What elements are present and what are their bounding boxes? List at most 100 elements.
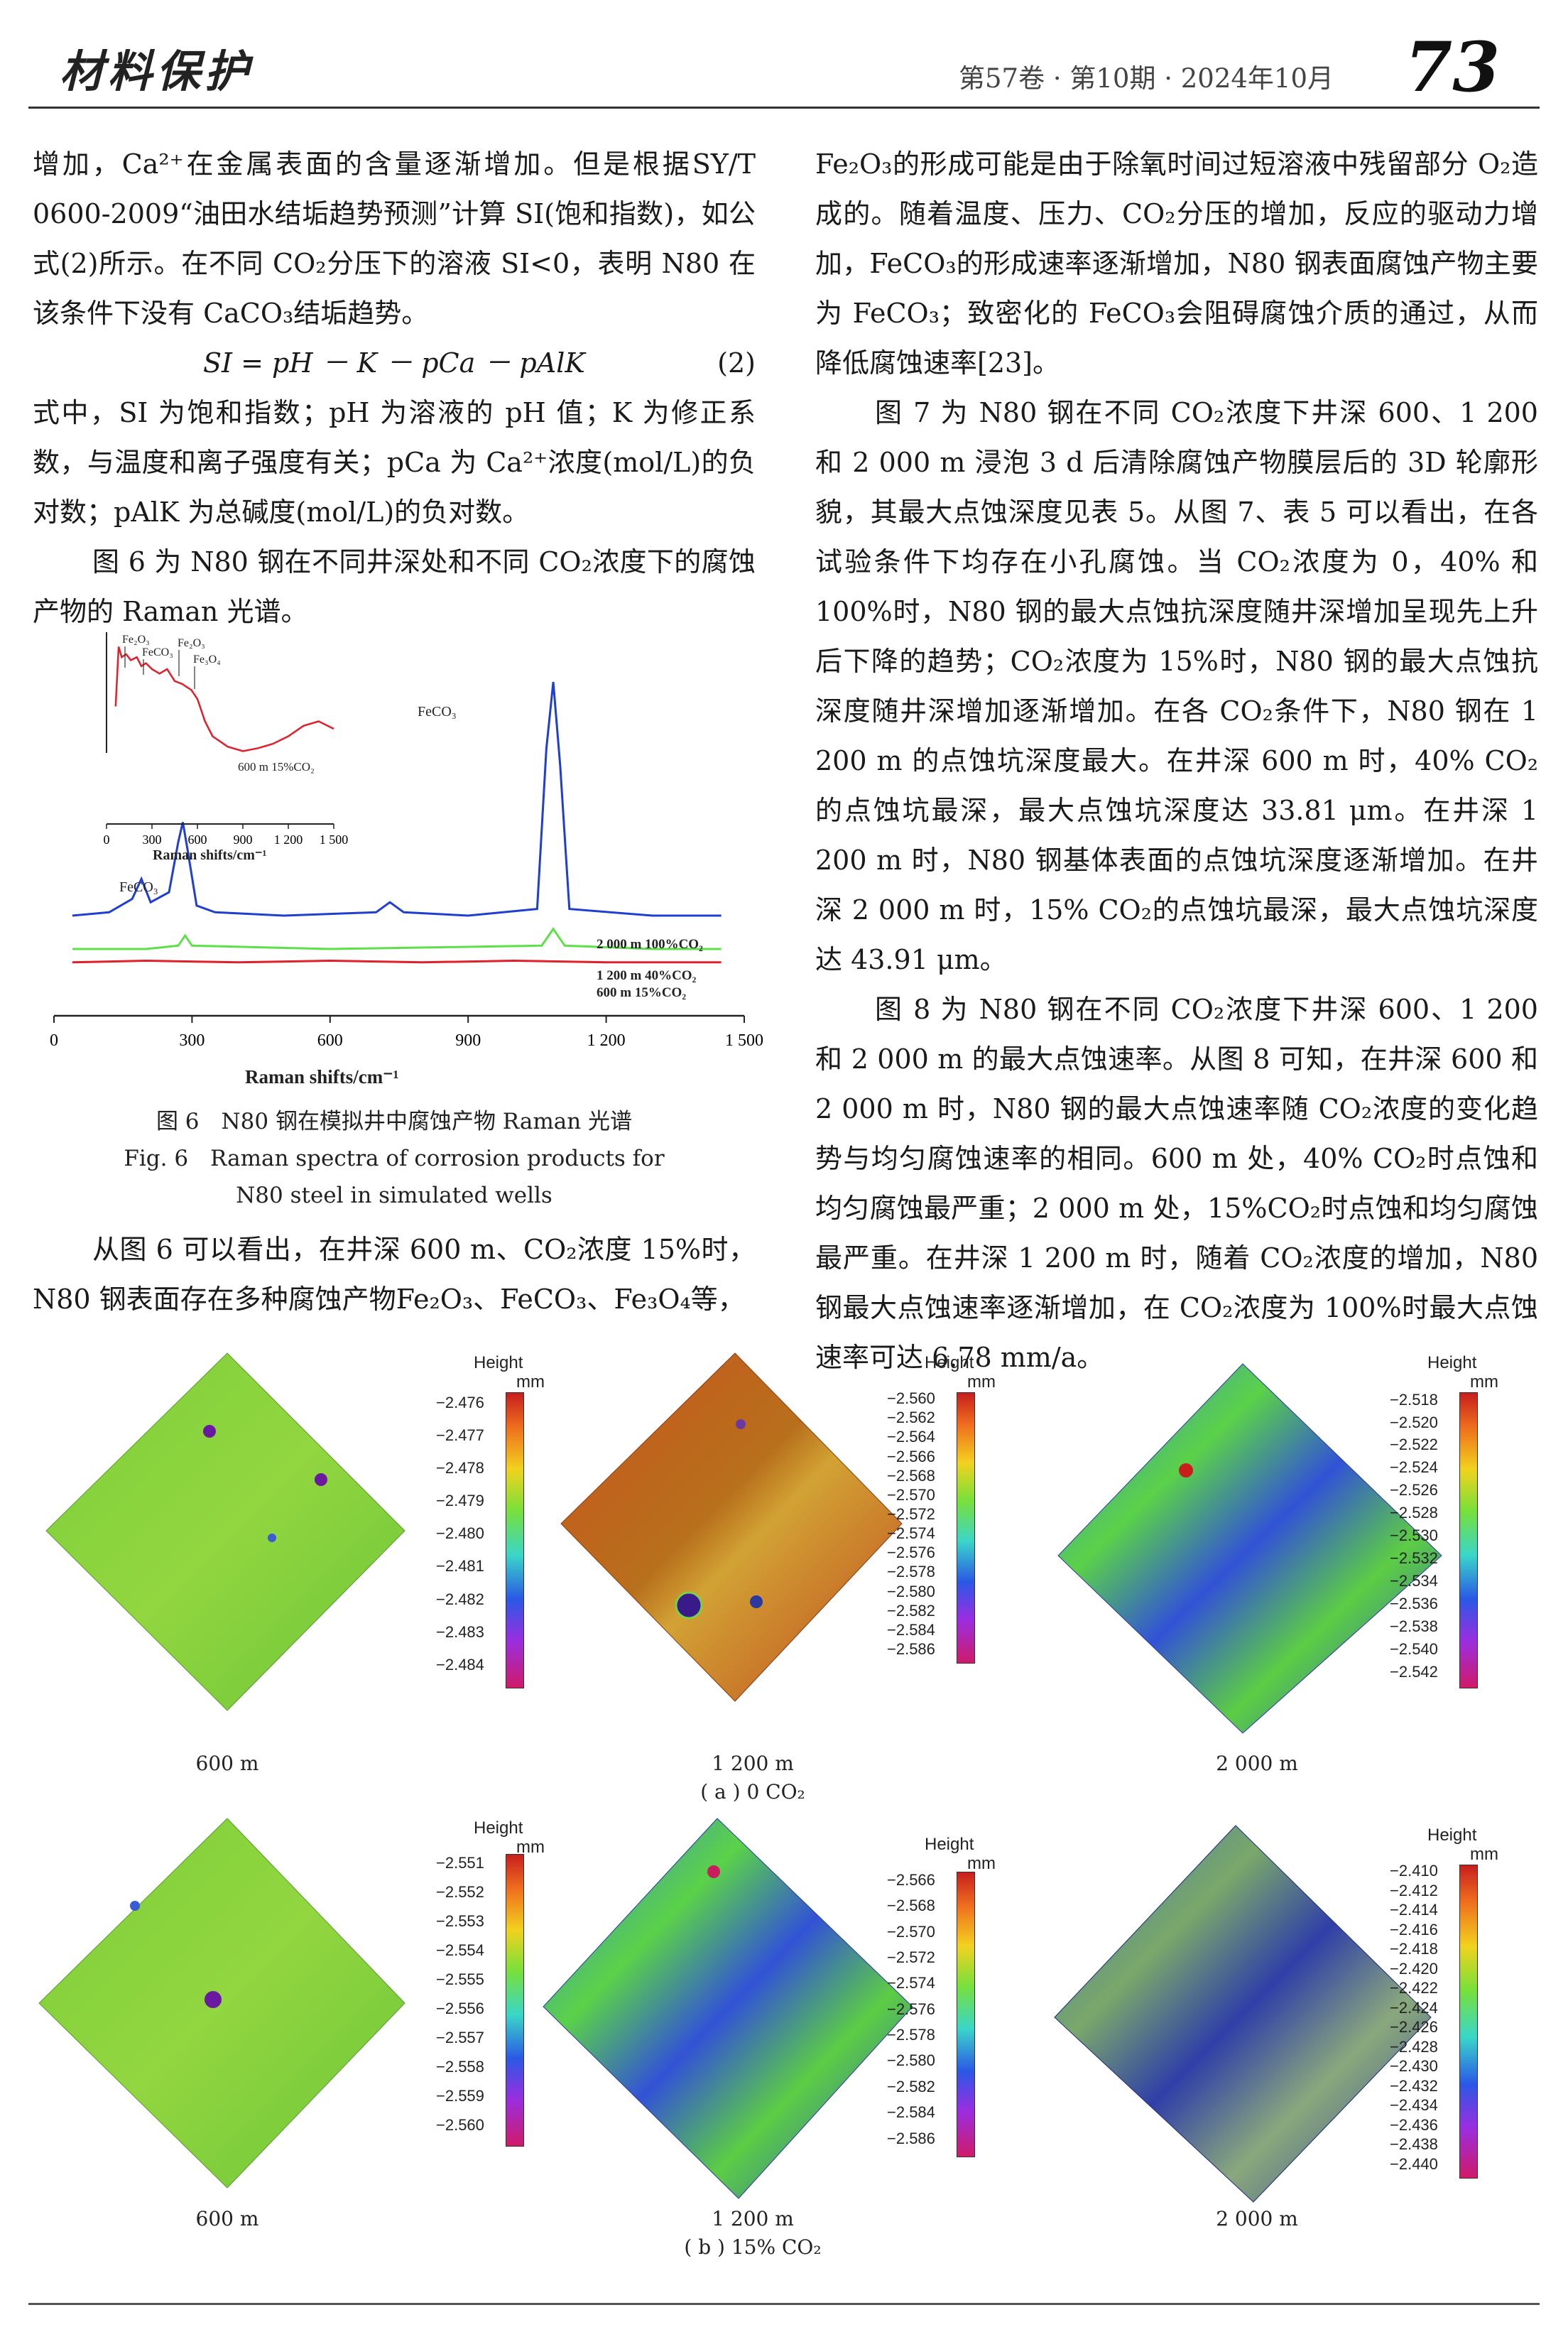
colorbar-tick-label: −2.556: [436, 2000, 484, 2018]
colorbar-ticks: −2.566 −2.568 −2.570 −2.572 −2.574 −2.576 −2.5…: [887, 1871, 954, 2156]
paragraph: Fe₂O₃的形成可能是由于除氧时间过短溶液中残留部分 O₂造成的。随着温度、压力…: [815, 148, 1538, 379]
colorbar-tick-label: −2.536: [1390, 1594, 1438, 1612]
colorbar: [506, 1854, 524, 2147]
equation: SI = pH － K － pCa － pAlK: [203, 347, 585, 379]
colorbar-title: Height mm: [925, 1353, 996, 1392]
paragraph: 式中，SI 为饱和指数；pH 为溶液的 pH 值；K 为修正系数，与温度和离子强…: [33, 397, 756, 528]
colorbar-tick-label: −2.564: [887, 1428, 935, 1446]
colorbar-tick-label: −2.560: [436, 2116, 484, 2135]
paragraph: 图 6 为 N80 钢在不同井深处和不同 CO₂浓度下的腐蚀产物的 Raman …: [33, 546, 756, 627]
colorbar-tick-label: −2.477: [436, 1426, 484, 1444]
inset-x-tick-label: 1 200: [274, 833, 303, 847]
colorbar-tick-label: −2.478: [436, 1459, 484, 1477]
depth-label-1200m-b: 1 200 m: [712, 2207, 794, 2230]
equation-row: SI = pH － K － pCa － pAlK (2): [33, 338, 756, 388]
depth-label-2000m: 2 000 m: [1216, 1752, 1298, 1775]
main-x-tick-label: 0: [50, 1031, 58, 1050]
colorbar-tick-label: −2.578: [887, 1563, 935, 1581]
colorbar-tick-label: −2.582: [887, 1601, 935, 1620]
colorbar-tick-label: −2.560: [887, 1389, 935, 1408]
colorbar-tick-label: −2.566: [887, 1447, 935, 1465]
colorbar-tick-label: −2.436: [1390, 2115, 1438, 2134]
paragraph: 图 7 为 N80 钢在不同 CO₂浓度下井深 600、1 200 和 2 00…: [815, 397, 1538, 975]
colorbar-tick-label: −2.576: [887, 1544, 935, 1562]
row-b-label: ( b ) 15% CO₂: [684, 2235, 822, 2259]
colorbar-tick-label: −2.568: [887, 1466, 935, 1485]
series-line: [72, 681, 722, 917]
colorbar-tick-label: −2.558: [436, 2058, 484, 2076]
colorbar-tick-label: −2.572: [887, 1505, 935, 1523]
colorbar-tick-label: −2.440: [1390, 2154, 1438, 2173]
colorbar-tick-label: −2.576: [887, 2000, 935, 2018]
colorbar-tick-label: −2.582: [887, 2077, 935, 2095]
colorbar-tick-label: −2.522: [1390, 1436, 1438, 1454]
colorbar-ticks: −2.476 −2.477 −2.478 −2.479 −2.480 −2.481 −2.4…: [436, 1392, 503, 1687]
colorbar-tick-label: −2.584: [887, 2103, 935, 2122]
colorbar-tick-label: −2.554: [436, 1941, 484, 1960]
peak-label-feco3-left: FeCO₃: [119, 879, 158, 895]
colorbar-ticks: −2.560 −2.562 −2.564 −2.566 −2.568 −2.570 −2.5…: [887, 1389, 954, 1662]
issue-info: 第57卷 · 第10期 · 2024年10月: [959, 63, 1334, 94]
inset-x-tick-label: 1 500: [320, 833, 349, 847]
colorbar-tick-label: −2.476: [436, 1393, 484, 1411]
colorbar-title: Height mm: [1427, 1353, 1498, 1392]
left-column-top: 增加，Ca²⁺在金属表面的含量逐渐增加。但是根据SY/T 0600-2009“油…: [33, 139, 756, 636]
colorbar-tick-label: −2.434: [1390, 2096, 1438, 2115]
right-column: Fe₂O₃的形成可能是由于除氧时间过短溶液中残留部分 O₂造成的。随着温度、压力…: [815, 139, 1538, 1382]
colorbar: [957, 1872, 975, 2157]
inset-label-fe2o3: Fe₂O₃: [122, 634, 150, 646]
colorbar-tick-label: −2.542: [1390, 1662, 1438, 1681]
main-x-tick-label: 600: [317, 1031, 343, 1050]
colorbar-tick-label: −2.530: [1390, 1526, 1438, 1545]
colorbar-title: Height mm: [474, 1818, 545, 1857]
colorbar-ticks: −2.551 −2.552 −2.553 −2.554 −2.555 −2.556 −2.5…: [436, 1854, 503, 2145]
colorbar: [957, 1392, 975, 1664]
colorbar-tick-label: −2.524: [1390, 1458, 1438, 1477]
surface-15co2-2000m: [1054, 1825, 1432, 2203]
depth-label-600m-b: 600 m: [195, 2207, 259, 2230]
surface-15co2-1200m: [543, 1818, 913, 2199]
colorbar-tick-label: −2.574: [887, 1974, 935, 1992]
figure6-caption: 图 6 N80 钢在模拟井中腐蚀产物 Raman 光谱 Fig. 6 Raman…: [28, 1103, 760, 1214]
surface-0co2-1200m: [560, 1352, 903, 1702]
main-x-tick-label: 1 200: [587, 1031, 626, 1050]
colorbar-tick-label: −2.572: [887, 1948, 935, 1966]
colorbar-tick-label: −2.553: [436, 1912, 484, 1931]
colorbar-tick-label: −2.432: [1390, 2076, 1438, 2095]
surface-0co2-600m: [45, 1352, 405, 1711]
colorbar-tick-label: −2.518: [1390, 1390, 1438, 1409]
legend-600m: 600 m 15%CO₂: [597, 985, 686, 1000]
colorbar-tick-label: −2.438: [1390, 2135, 1438, 2154]
depth-label-1200m: 1 200 m: [712, 1752, 794, 1775]
colorbar-tick-label: −2.555: [436, 1970, 484, 1989]
colorbar-tick-label: −2.426: [1390, 2018, 1438, 2037]
row-a-label: ( a ) 0 CO₂: [700, 1780, 805, 1804]
colorbar-tick-label: −2.580: [887, 2051, 935, 2070]
colorbar-tick-label: −2.584: [887, 1620, 935, 1639]
main-x-tick-label: 300: [179, 1031, 205, 1050]
page-number: 73: [1405, 27, 1500, 107]
colorbar-tick-label: −2.484: [436, 1655, 484, 1674]
colorbar-tick-label: −2.580: [887, 1582, 935, 1600]
journal-logo: 材料保护: [60, 45, 254, 97]
colorbar-ticks: −2.518 −2.520 −2.522 −2.524 −2.526 −2.528 −2.5…: [1390, 1390, 1457, 1687]
inset-x-label: Raman shifts/cm⁻¹: [153, 847, 266, 863]
colorbar-tick-label: −2.552: [436, 1883, 484, 1902]
colorbar-tick-label: −2.528: [1390, 1504, 1438, 1522]
series-line: [72, 959, 722, 964]
colorbar-tick-label: −2.520: [1390, 1413, 1438, 1431]
inset-x-tick-label: 600: [188, 833, 207, 847]
colorbar-tick-label: −2.578: [887, 2026, 935, 2044]
inset-sample-label: 600 m 15%CO₂: [238, 760, 315, 774]
colorbar-tick-label: −2.430: [1390, 2057, 1438, 2076]
main-x-label: Raman shifts/cm⁻¹: [245, 1066, 399, 1088]
inset-label-feco3: FeCO₃: [142, 646, 173, 658]
colorbar-ticks: −2.410 −2.412 −2.414 −2.416 −2.418 −2.420 −2.4…: [1390, 1862, 1457, 2177]
colorbar-tick-label: −2.532: [1390, 1549, 1438, 1568]
inset-label-fe3o4: Fe₃O₄: [193, 653, 221, 666]
legend-1200m: 1 200 m 40%CO₂: [597, 968, 697, 983]
colorbar-tick-label: −2.479: [436, 1492, 484, 1510]
depth-label-600m: 600 m: [195, 1752, 259, 1775]
figure6-caption-cn: 图 6 N80 钢在模拟井中腐蚀产物 Raman 光谱: [156, 1109, 633, 1134]
colorbar-title: Height mm: [925, 1835, 996, 1873]
